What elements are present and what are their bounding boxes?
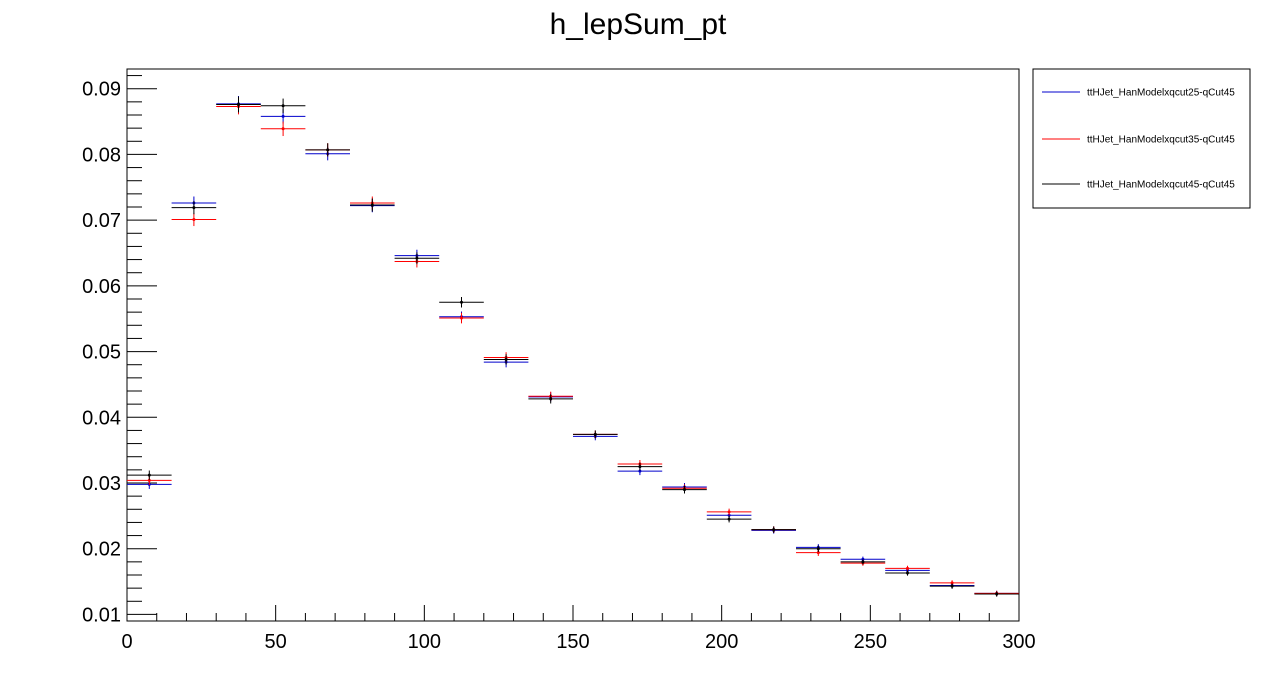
data-point <box>171 201 217 215</box>
legend-label: ttHJet_HanModelxqcut35-qCut45 <box>1087 135 1235 146</box>
x-tick-label: 0 <box>121 631 132 653</box>
y-tick-label: 0.03 <box>82 473 121 495</box>
point-marker <box>727 517 731 521</box>
point-marker <box>460 316 463 320</box>
data-point <box>528 394 573 404</box>
series-layer <box>127 95 1019 597</box>
data-point <box>260 98 306 114</box>
data-point <box>796 545 841 552</box>
point-marker <box>861 560 865 564</box>
series-3 <box>127 96 1019 597</box>
data-point <box>706 515 752 523</box>
y-tick-label: 0.01 <box>82 604 121 626</box>
point-marker <box>950 584 954 588</box>
point-marker <box>906 566 909 570</box>
x-tick-label: 50 <box>265 631 287 653</box>
point-marker <box>281 104 285 108</box>
point-marker <box>192 206 196 210</box>
point-marker <box>415 256 419 260</box>
plot-frame <box>126 68 1020 622</box>
x-axis: 0 50 100 150 200 250 300 <box>121 605 1036 653</box>
point-marker <box>995 592 999 596</box>
legend-entry: ttHJet_HanModelxqcut45-qCut45 <box>1042 180 1235 191</box>
data-point <box>305 143 350 157</box>
series-1 <box>127 95 1019 597</box>
point-marker <box>326 148 330 152</box>
x-tick-label: 100 <box>408 631 441 653</box>
data-point <box>483 354 529 365</box>
data-point <box>929 583 975 589</box>
data-point <box>394 252 440 265</box>
legend-entry: ttHJet_HanModelxqcut35-qCut45 <box>1042 135 1235 146</box>
point-marker <box>147 473 151 477</box>
point-marker <box>192 217 196 221</box>
x-tick-label: 300 <box>1002 631 1035 653</box>
y-tick-label: 0.07 <box>82 210 121 232</box>
point-marker <box>147 478 151 482</box>
data-point <box>974 591 1019 597</box>
data-point <box>617 462 663 471</box>
point-marker <box>281 127 285 131</box>
x-tick-label: 150 <box>556 631 589 653</box>
y-tick-label: 0.08 <box>82 144 121 166</box>
point-marker <box>370 203 374 207</box>
point-marker <box>816 551 820 555</box>
point-marker <box>504 357 508 361</box>
data-point <box>751 526 796 533</box>
point-marker <box>683 488 686 492</box>
legend-label: ttHJet_HanModelxqcut45-qCut45 <box>1087 180 1235 191</box>
data-point <box>706 508 752 516</box>
point-marker <box>593 432 597 436</box>
y-tick-label: 0.05 <box>82 342 121 364</box>
point-marker <box>772 528 776 532</box>
point-marker <box>460 300 463 304</box>
y-tick-label: 0.02 <box>82 539 121 561</box>
point-marker <box>281 114 285 118</box>
point-marker <box>638 469 642 473</box>
data-point <box>573 430 618 439</box>
point-marker <box>950 581 954 585</box>
legend-entry: ttHJet_HanModelxqcut25-qCut45 <box>1042 88 1235 99</box>
point-marker <box>906 571 909 575</box>
point-marker <box>727 510 731 514</box>
y-tick-label: 0.04 <box>82 407 121 429</box>
data-point <box>350 198 395 212</box>
point-marker <box>816 547 820 551</box>
point-marker <box>638 465 642 469</box>
y-tick-label: 0.09 <box>82 79 121 101</box>
chart-title: h_lepSum_pt <box>550 8 727 41</box>
y-tick-label: 0.06 <box>82 276 121 298</box>
data-point <box>885 570 930 576</box>
data-point <box>439 297 484 308</box>
x-tick-label: 250 <box>854 631 887 653</box>
data-point <box>885 565 930 572</box>
series-2 <box>127 98 1019 597</box>
data-point <box>216 96 261 113</box>
data-point <box>439 312 484 324</box>
data-point <box>171 212 217 227</box>
x-tick-label: 200 <box>705 631 738 653</box>
legend: ttHJet_HanModelxqcut25-qCut45 ttHJet_HanM… <box>1032 68 1251 209</box>
data-point <box>260 121 306 137</box>
data-point <box>662 485 707 494</box>
data-point <box>127 470 172 480</box>
legend-label: ttHJet_HanModelxqcut25-qCut45 <box>1087 88 1235 99</box>
legend-entries: ttHJet_HanModelxqcut25-qCut45 ttHJet_HanM… <box>1042 88 1235 191</box>
point-marker <box>549 397 553 401</box>
point-marker <box>237 102 240 106</box>
y-axis: 0.01 0.02 0.03 0.04 0.05 0.06 0.07 0.08 0.09 <box>82 75 157 626</box>
data-point <box>840 559 886 565</box>
